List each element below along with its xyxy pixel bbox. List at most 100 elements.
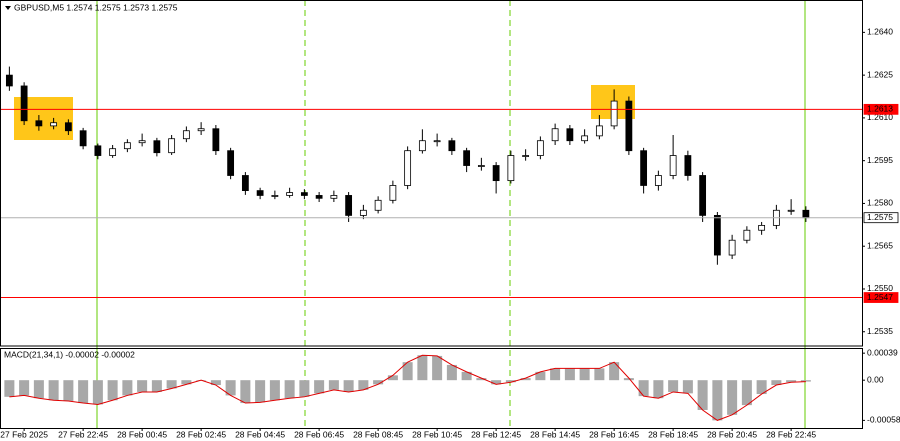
candle-body bbox=[566, 128, 574, 142]
candle-body bbox=[625, 100, 633, 152]
histogram-bar bbox=[638, 380, 649, 397]
candle-body bbox=[50, 122, 58, 127]
candle-body bbox=[743, 229, 751, 241]
histogram-bar bbox=[33, 380, 44, 399]
candle-body bbox=[522, 155, 530, 157]
level-label-box bbox=[863, 103, 899, 115]
histogram-bar bbox=[697, 380, 708, 410]
x-tick-label: 27 Feb 22:45 bbox=[58, 429, 108, 439]
candle-body bbox=[507, 155, 515, 182]
candle-body bbox=[227, 150, 235, 176]
histogram-bar bbox=[564, 368, 575, 381]
candle-body bbox=[315, 195, 323, 199]
candle-body bbox=[654, 175, 662, 186]
candle-body bbox=[389, 185, 397, 201]
histogram-bar bbox=[137, 380, 148, 392]
histogram-bar bbox=[255, 380, 266, 403]
level-label: 1.2613 bbox=[867, 104, 893, 114]
x-tick-label: 28 Feb 18:45 bbox=[648, 429, 698, 439]
x-tick-label: 28 Feb 04:45 bbox=[235, 429, 285, 439]
histogram-bar bbox=[78, 380, 89, 404]
x-tick-label: 28 Feb 00:45 bbox=[117, 429, 167, 439]
histogram-bar bbox=[240, 380, 251, 404]
histogram-bar bbox=[314, 380, 325, 394]
candle-body bbox=[551, 128, 559, 142]
candle-body bbox=[20, 85, 28, 122]
y-tick-label: 1.2625 bbox=[867, 69, 893, 79]
signal-line bbox=[9, 354, 806, 421]
candle-body bbox=[684, 155, 692, 176]
x-tick-label: 28 Feb 02:45 bbox=[176, 429, 226, 439]
histogram-bar bbox=[594, 368, 605, 381]
candle-body bbox=[640, 150, 648, 186]
plot: 1.25351.25501.25651.25801.25951.26101.26… bbox=[0, 27, 900, 439]
histogram-bar bbox=[535, 371, 546, 381]
histogram-bar bbox=[122, 380, 133, 396]
candle-body bbox=[64, 122, 72, 132]
candle-body bbox=[536, 140, 544, 156]
histogram-bar bbox=[19, 380, 30, 396]
x-tick-label: 28 Feb 20:45 bbox=[707, 429, 757, 439]
candle-body bbox=[286, 192, 294, 196]
histogram-bar bbox=[210, 380, 221, 386]
histogram-bar bbox=[417, 355, 428, 381]
menu-arrow bbox=[5, 6, 11, 10]
x-tick-label: 28 Feb 08:45 bbox=[353, 429, 403, 439]
candle-body bbox=[359, 209, 367, 216]
histogram-bar bbox=[800, 380, 811, 382]
histogram-bar bbox=[446, 364, 457, 381]
histogram-bar bbox=[432, 355, 443, 381]
candle-body bbox=[463, 150, 471, 166]
histogram-bar bbox=[343, 380, 354, 392]
histogram-bar bbox=[727, 380, 738, 415]
y-tick-label: 1.2640 bbox=[867, 27, 893, 37]
histogram-bar bbox=[328, 380, 339, 390]
candle-body bbox=[477, 165, 485, 167]
candle-body bbox=[758, 224, 766, 231]
y-tick-label: 0.00039 bbox=[867, 347, 898, 357]
histogram-bar bbox=[476, 378, 487, 381]
x-tick-label: 28 Feb 22:45 bbox=[766, 429, 816, 439]
macd-frame bbox=[0, 348, 863, 429]
level-label: 1.2547 bbox=[867, 292, 893, 302]
x-tick-label: 28 Feb 10:45 bbox=[412, 429, 462, 439]
candle-body bbox=[197, 128, 205, 132]
histogram-bar bbox=[299, 380, 310, 397]
histogram-bar bbox=[741, 380, 752, 406]
candle-body bbox=[256, 190, 264, 196]
candle-body bbox=[35, 120, 43, 127]
candle-body bbox=[374, 199, 382, 211]
histogram-bar bbox=[284, 380, 295, 399]
level-label-box bbox=[863, 292, 899, 303]
histogram-bar bbox=[756, 380, 767, 395]
x-tick-label: 28 Feb 16:45 bbox=[589, 429, 639, 439]
y-tick-label: 1.2580 bbox=[867, 198, 893, 208]
y-tick-label: 1.2595 bbox=[867, 155, 893, 165]
candle-body bbox=[418, 140, 426, 152]
candle-body bbox=[699, 175, 707, 216]
histogram-bar bbox=[505, 380, 516, 383]
histogram-bar bbox=[373, 380, 384, 385]
y-tick-label: 0.00 bbox=[867, 374, 884, 384]
candle-body bbox=[182, 130, 190, 140]
candle-body bbox=[669, 155, 677, 176]
histogram-bar bbox=[682, 380, 693, 394]
histogram-bar bbox=[107, 380, 118, 401]
histogram-bar bbox=[771, 380, 782, 386]
candle-body bbox=[109, 148, 117, 156]
candle-body bbox=[802, 209, 810, 219]
histogram-bar bbox=[166, 380, 177, 389]
candle-body bbox=[345, 195, 353, 216]
candle-body bbox=[433, 140, 441, 143]
histogram-bar bbox=[623, 378, 634, 381]
candle-body bbox=[581, 135, 589, 142]
histogram-bar bbox=[358, 380, 369, 390]
symbol-header: GBPUSD,M5 1.2574 1.2575 1.2573 1.2575 bbox=[14, 2, 178, 12]
y-tick-label: -0.00058 bbox=[867, 415, 900, 425]
macd-header: MACD(21,34,1) -0.00002 -0.00002 bbox=[4, 349, 135, 359]
candle-body bbox=[123, 142, 131, 150]
x-tick-label: 27 Feb 2025 bbox=[0, 429, 48, 439]
histogram-bar bbox=[550, 368, 561, 381]
histogram-bar bbox=[712, 380, 723, 421]
